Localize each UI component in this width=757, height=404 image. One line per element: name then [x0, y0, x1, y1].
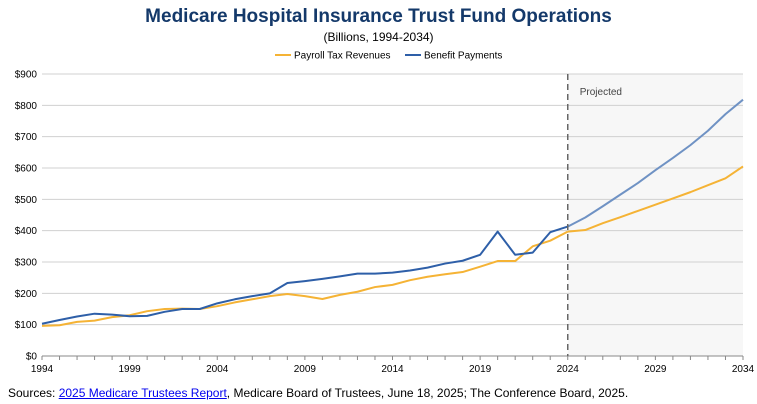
x-tick-label: 2029 [644, 364, 667, 375]
axes: $0 $100 $200 $300 $400 $500 $600 $700 $800 $900 19… [15, 70, 755, 376]
series-line-benefit-payments [41, 225, 569, 325]
series-lines [41, 98, 744, 327]
y-tick-label: $100 [15, 320, 38, 331]
legend-label: Benefit Payments [424, 51, 502, 62]
chart-subtitle: (Billions, 1994-2034) [323, 30, 434, 44]
projected-annotation: Projected [580, 87, 622, 98]
x-tick-label: 2019 [469, 364, 492, 375]
x-tick-label: 2024 [557, 364, 580, 375]
gridlines [42, 73, 743, 326]
y-tick-label: $500 [15, 195, 38, 206]
y-tick-label: $700 [15, 132, 38, 143]
chart-title: Medicare Hospital Insurance Trust Fund O… [145, 6, 612, 27]
y-tick-label: $0 [26, 352, 38, 363]
series-line-projected-payroll-tax-revenues [567, 165, 744, 233]
projection-shading [567, 74, 743, 356]
y-tick-label: $400 [15, 226, 38, 237]
x-tick-label: 2034 [732, 364, 755, 375]
y-tick-label: $800 [15, 101, 38, 112]
legend-label: Payroll Tax Revenues [294, 51, 391, 62]
series-line-payroll-tax-revenues [41, 230, 569, 327]
series-line-projected-benefit-payments [567, 98, 744, 228]
y-tick-label: $600 [15, 164, 38, 175]
source-prefix: Sources: [8, 386, 59, 400]
source-note: Sources: 2025 Medicare Trustees Report, … [8, 386, 628, 400]
source-rest: , Medicare Board of Trustees, June 18, 2… [226, 386, 629, 400]
source-link[interactable]: 2025 Medicare Trustees Report [58, 386, 227, 400]
legend: Payroll Tax Revenues Benefit Payments [275, 51, 502, 62]
y-tick-label: $900 [15, 70, 38, 81]
x-tick-label: 1999 [119, 364, 142, 375]
y-tick-label: $300 [15, 258, 38, 269]
x-tick-label: 2004 [206, 364, 229, 375]
y-tick-label: $200 [15, 289, 38, 300]
x-tick-label: 2014 [381, 364, 404, 375]
x-tick-label: 2009 [294, 364, 317, 375]
x-tick-label: 1994 [31, 364, 54, 375]
